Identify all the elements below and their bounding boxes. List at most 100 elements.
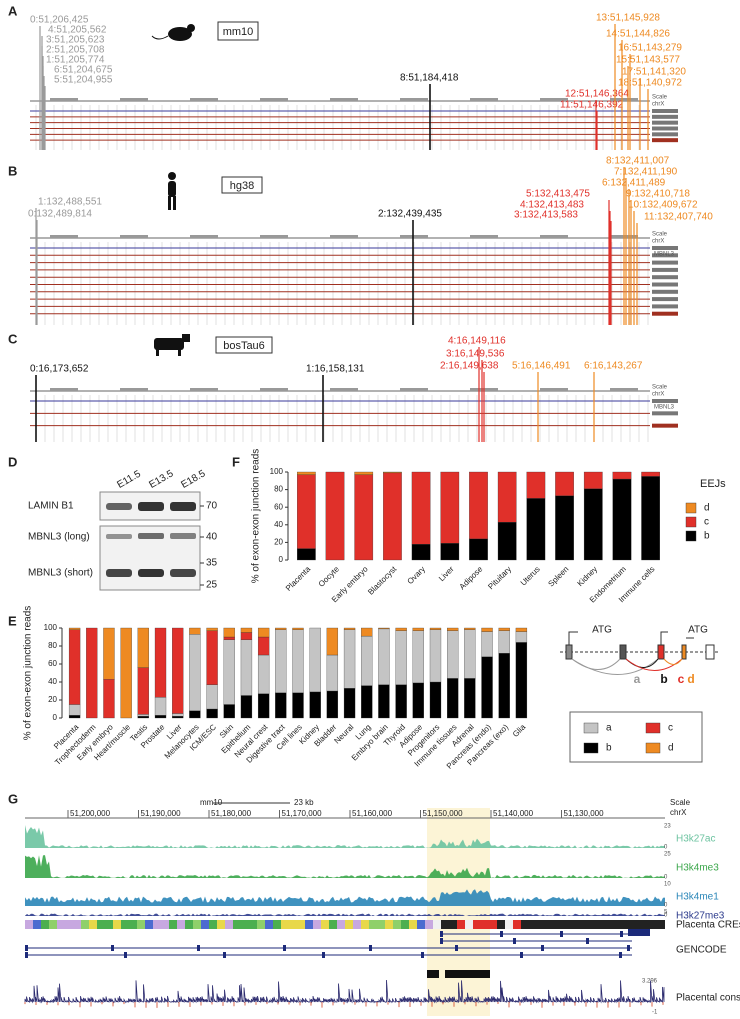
- exon: [620, 931, 623, 937]
- bar-segment: [612, 471, 632, 480]
- cre-block: [641, 920, 649, 929]
- ruler-label: [260, 388, 288, 391]
- site-label: 6:132,411,489: [602, 178, 666, 189]
- legend-swatch: [645, 742, 661, 754]
- ruler-label: [120, 235, 148, 238]
- bar-segment: [240, 632, 253, 640]
- site-label: 4:132,413,483: [520, 200, 584, 211]
- bar-segment: [223, 639, 235, 705]
- ruler-label: [470, 235, 498, 238]
- track-tag: [652, 132, 678, 137]
- cre-block: [377, 920, 385, 929]
- site-label: 3:16,149,536: [446, 349, 505, 360]
- bar-segment: [326, 627, 339, 656]
- bar-segment: [429, 627, 442, 630]
- marker-label: 25: [206, 580, 218, 591]
- x-tick-label: Kidney: [576, 565, 600, 589]
- track-tag: [652, 423, 678, 428]
- bar-segment: [309, 627, 321, 693]
- gencode-label: GENCODE: [676, 945, 727, 956]
- track-name: H3k27me3: [676, 911, 725, 922]
- track-tag: [652, 260, 678, 265]
- cre-block: [457, 920, 465, 929]
- bar-segment: [612, 478, 632, 561]
- cre-block: [225, 920, 233, 929]
- exon: [541, 945, 544, 951]
- cre-block: [609, 920, 617, 929]
- site-label: 5:51,204,955: [54, 75, 113, 86]
- ruler-label: [400, 98, 428, 101]
- x-tick-label: Uterus: [519, 565, 542, 588]
- cre-region: [445, 970, 490, 978]
- cre-block: [209, 920, 217, 929]
- ruler-label: [610, 388, 638, 391]
- legend-label: c: [668, 723, 673, 734]
- scale-label: Scale: [652, 385, 668, 391]
- bar-segment: [257, 693, 270, 719]
- site-label: 12:51,146,364: [565, 89, 629, 100]
- cre-block: [65, 920, 73, 929]
- site-label: 2:132,439,435: [378, 209, 442, 220]
- cre-block: [241, 920, 249, 929]
- exon: [627, 945, 630, 951]
- cre-block: [489, 920, 497, 929]
- bar-segment: [464, 627, 476, 630]
- track-max: 5: [664, 910, 668, 916]
- bar-segment: [223, 627, 235, 638]
- bar-segment: [223, 704, 235, 719]
- bar-segment: [583, 471, 603, 489]
- site-label: 8:132,411,007: [606, 156, 670, 167]
- conservation-min: -1: [652, 1010, 658, 1016]
- cre-block: [393, 920, 401, 929]
- cre-block: [153, 920, 161, 929]
- bar-segment: [343, 627, 356, 630]
- track-name: H3k27ac: [676, 834, 715, 845]
- ruler-label: [330, 235, 358, 238]
- bar-segment: [154, 627, 167, 698]
- atg-label: ATG: [688, 625, 708, 636]
- legend-label: b: [606, 743, 612, 754]
- y-tick-label: 20: [274, 538, 283, 547]
- bar-segment: [515, 627, 528, 632]
- exon: [124, 952, 127, 958]
- cre-block: [601, 920, 609, 929]
- bar-segment: [154, 715, 167, 719]
- bar-segment: [412, 630, 424, 684]
- bar-segment: [86, 627, 98, 719]
- bar-segment: [412, 627, 424, 631]
- exon: [513, 938, 516, 944]
- track-tag: [652, 297, 678, 302]
- cre-block: [145, 920, 153, 929]
- cre-block: [569, 920, 577, 929]
- cre-block: [49, 920, 57, 929]
- ruler-label: [120, 98, 148, 101]
- cre-block: [217, 920, 225, 929]
- x-tick-label: Spleen: [546, 565, 570, 589]
- marker-label: 35: [206, 558, 218, 569]
- cre-block: [401, 920, 409, 929]
- bar-segment: [137, 714, 149, 717]
- y-tick-label: 0: [279, 555, 284, 564]
- bar-segment: [223, 636, 235, 640]
- lane-label: E18.5: [179, 468, 208, 491]
- bar-segment: [206, 684, 218, 710]
- bar-segment: [395, 684, 407, 719]
- bar-segment: [469, 471, 488, 540]
- site-label: 2:51,205,708: [46, 45, 105, 56]
- cre-block: [433, 920, 441, 929]
- exon: [369, 945, 372, 951]
- ruler-label: [190, 98, 218, 101]
- cre-block: [417, 920, 425, 929]
- bar-segment: [240, 639, 253, 696]
- bar-segment: [275, 627, 287, 630]
- cre-block: [649, 920, 657, 929]
- bar-segment: [292, 627, 304, 630]
- cow-icon: [154, 334, 190, 356]
- bar-segment: [411, 471, 431, 545]
- bar-segment: [447, 678, 459, 719]
- legend-swatch: [685, 502, 697, 514]
- site-label: 1:16,158,131: [306, 364, 365, 375]
- cre-block: [337, 920, 345, 929]
- cre-label: Placenta CREs: [676, 920, 740, 931]
- exon: [322, 952, 325, 958]
